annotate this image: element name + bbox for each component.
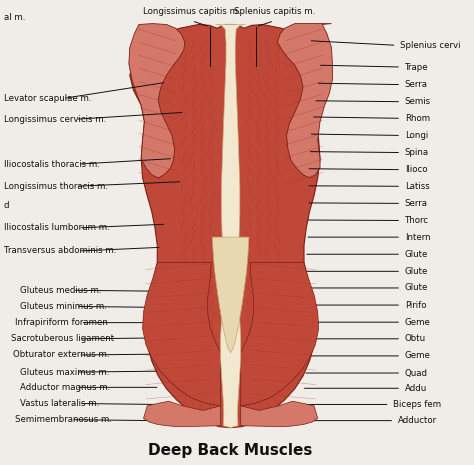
Text: Gluteus medius m.: Gluteus medius m.: [20, 286, 101, 295]
Text: Transversus abdominis m.: Transversus abdominis m.: [4, 246, 116, 255]
Text: Latiss: Latiss: [405, 182, 429, 191]
Text: Gluteus minimus m.: Gluteus minimus m.: [20, 302, 107, 311]
Text: Adductor: Adductor: [398, 416, 437, 425]
Polygon shape: [144, 401, 220, 426]
Text: Adductor magnus m.: Adductor magnus m.: [20, 383, 110, 392]
Text: Quad: Quad: [405, 369, 428, 378]
Text: Thorc: Thorc: [405, 216, 429, 225]
Text: Gluteus maximus m.: Gluteus maximus m.: [20, 368, 109, 377]
Text: Glute: Glute: [405, 284, 428, 292]
Text: Obturator externus m.: Obturator externus m.: [13, 351, 109, 359]
Text: Longissimus cervicis m.: Longissimus cervicis m.: [4, 115, 106, 124]
Text: Trape: Trape: [405, 62, 428, 72]
Text: Intern: Intern: [405, 232, 430, 242]
Polygon shape: [130, 25, 331, 427]
Text: Pirifo: Pirifo: [405, 300, 426, 310]
Text: Spina: Spina: [405, 148, 429, 157]
Polygon shape: [241, 401, 318, 426]
Text: Geme: Geme: [405, 318, 431, 327]
Polygon shape: [212, 237, 249, 352]
Text: Serra: Serra: [405, 199, 428, 208]
Text: Longi: Longi: [405, 131, 428, 140]
Text: Semis: Semis: [405, 97, 431, 106]
Polygon shape: [143, 263, 220, 406]
Text: Rhom: Rhom: [405, 114, 430, 123]
Text: Semimembranosus m.: Semimembranosus m.: [15, 415, 112, 424]
Polygon shape: [216, 25, 246, 427]
Text: Splenius cervi: Splenius cervi: [400, 41, 461, 50]
Text: Deep Back Muscles: Deep Back Muscles: [148, 443, 313, 458]
Text: Iliocostalis lumborum m.: Iliocostalis lumborum m.: [4, 223, 109, 232]
Text: Ilioco: Ilioco: [405, 165, 428, 174]
Text: Vastus lateralis m.: Vastus lateralis m.: [20, 399, 99, 408]
Text: d: d: [4, 201, 9, 210]
Polygon shape: [277, 24, 332, 178]
Text: Longissimus capitis m.: Longissimus capitis m.: [143, 7, 240, 16]
Text: Obtu: Obtu: [405, 334, 426, 343]
Text: Addu: Addu: [405, 384, 427, 393]
Polygon shape: [129, 24, 185, 178]
Text: Serra: Serra: [405, 80, 428, 89]
Text: Infrapiriform foramen: Infrapiriform foramen: [15, 318, 108, 327]
Text: Iliocostalis thoracis m.: Iliocostalis thoracis m.: [4, 159, 100, 169]
Text: Glute: Glute: [405, 267, 428, 276]
Polygon shape: [241, 263, 319, 406]
Text: Sacrotuberous ligament: Sacrotuberous ligament: [10, 334, 114, 343]
Text: Geme: Geme: [405, 352, 431, 360]
Text: Levator scapulae m.: Levator scapulae m.: [4, 94, 91, 103]
Text: al m.: al m.: [4, 13, 25, 22]
Text: Glute: Glute: [405, 250, 428, 259]
Text: Longissimus thoracis m.: Longissimus thoracis m.: [4, 182, 108, 191]
Text: Splenius capitis m.: Splenius capitis m.: [234, 7, 315, 16]
Text: Biceps fem: Biceps fem: [393, 400, 441, 409]
